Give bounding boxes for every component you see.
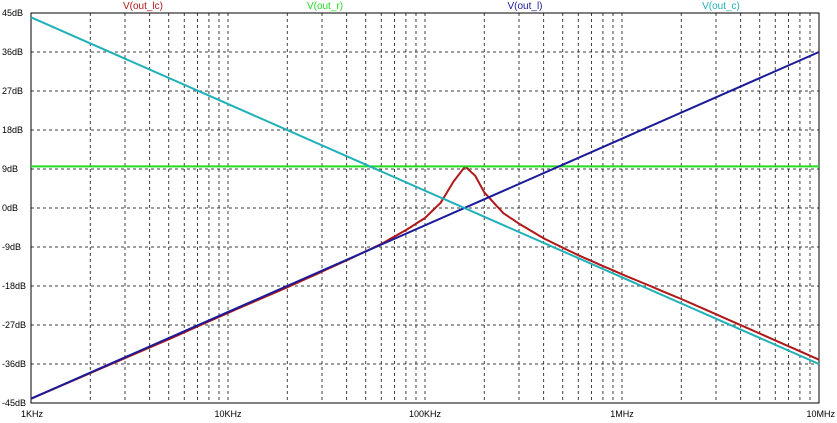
legend-entry: V(out_l): [507, 1, 542, 12]
x-tick-label: 1KHz: [21, 409, 44, 419]
x-axis-ticks: 1KHz 10KHz 100KHz 1MHz 10MHz: [21, 409, 835, 419]
y-tick-label: -27dB: [2, 320, 26, 330]
x-tick-label: 10MHz: [806, 409, 835, 419]
y-tick-label: 45dB: [2, 8, 23, 18]
series-lines: [30, 16, 820, 400]
series-line-3: [30, 51, 820, 400]
series-line-1: [30, 165, 820, 400]
legend: V(out_lc) V(out_r) V(out_l) V(out_c): [123, 1, 740, 12]
y-tick-label: 0dB: [2, 203, 18, 213]
y-tick-label: -18dB: [2, 281, 26, 291]
y-tick-label: -45dB: [2, 398, 26, 408]
grid: [31, 13, 819, 403]
series-line-4: [30, 16, 820, 365]
legend-entry: V(out_r): [307, 1, 343, 12]
legend-entry: V(out_lc): [123, 1, 163, 12]
y-tick-label: 36dB: [2, 47, 23, 57]
y-tick-label: -9dB: [2, 242, 21, 252]
legend-entry: V(out_c): [702, 1, 740, 12]
y-tick-label: -36dB: [2, 359, 26, 369]
y-tick-label: 18dB: [2, 125, 23, 135]
x-tick-label: 10KHz: [214, 409, 242, 419]
x-tick-label: 100KHz: [409, 409, 442, 419]
y-axis-ticks: 45dB 36dB 27dB 18dB 9dB 0dB -9dB -18dB -27dB -36d…: [2, 8, 26, 408]
y-tick-label: 9dB: [2, 164, 18, 174]
x-tick-label: 1MHz: [610, 409, 634, 419]
y-tick-label: 27dB: [2, 86, 23, 96]
